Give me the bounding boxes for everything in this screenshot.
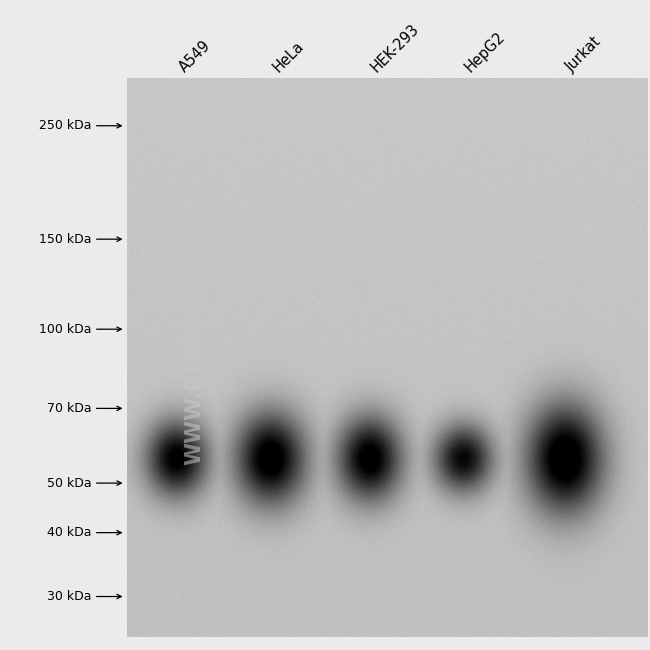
Text: 150 kDa: 150 kDa	[39, 233, 91, 246]
Text: 70 kDa: 70 kDa	[47, 402, 91, 415]
Text: HeLa: HeLa	[270, 38, 306, 75]
Text: 50 kDa: 50 kDa	[47, 476, 91, 489]
Text: A549: A549	[176, 38, 213, 75]
Text: Jurkat: Jurkat	[564, 34, 604, 75]
Text: WWW.PTGAB.COM: WWW.PTGAB.COM	[185, 250, 204, 465]
Text: HepG2: HepG2	[462, 29, 508, 75]
Text: 100 kDa: 100 kDa	[39, 322, 91, 335]
Text: 40 kDa: 40 kDa	[47, 526, 91, 539]
Text: 30 kDa: 30 kDa	[47, 590, 91, 603]
Text: 250 kDa: 250 kDa	[39, 119, 91, 132]
Text: HEK-293: HEK-293	[369, 21, 422, 75]
